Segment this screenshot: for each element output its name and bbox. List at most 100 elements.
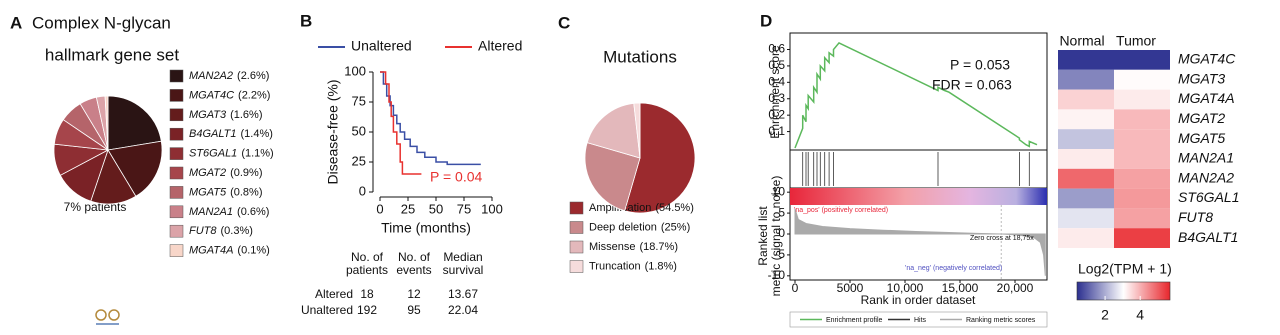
y-tick-label: 0 — [359, 183, 366, 198]
y-axis-label: Enrichment score — [768, 45, 782, 139]
legend-swatch — [569, 260, 584, 273]
row-label: MGAT5 — [1178, 130, 1225, 146]
legend-label: Unaltered — [351, 38, 412, 54]
legend-label: Truncation (1.8%) — [589, 260, 677, 272]
legend-value: (2.2%) — [238, 89, 270, 101]
legend-label: FUT8 (0.3%) — [189, 225, 253, 237]
legend-value: (2.6%) — [237, 70, 269, 82]
y-tick-label: 25 — [352, 153, 366, 168]
table-cell: 95 — [407, 303, 421, 317]
legend-value: (25%) — [661, 221, 690, 233]
band-label: 'na_neg' (negatively correlated) — [905, 265, 1002, 272]
legend-swatch — [169, 244, 184, 257]
x-tick-label: 100 — [481, 201, 503, 216]
table-header: survival — [443, 263, 484, 277]
pie-slice — [104, 95, 109, 151]
heat-cell — [1058, 228, 1114, 248]
y2-tick-label: 0 — [778, 226, 785, 240]
legend-swatch — [169, 147, 184, 160]
y2-tick-label: -5 — [774, 247, 785, 261]
legend-value: (0.3%) — [221, 225, 253, 237]
colorbar-tick-label: 2 — [1101, 307, 1109, 323]
colorbar-tick-label: 4 — [1136, 307, 1144, 323]
legend-swatch — [169, 186, 184, 199]
row-label: FUT8 — [1178, 209, 1213, 225]
table-cell: 18 — [360, 287, 374, 301]
legend-value: (0.9%) — [230, 167, 262, 179]
legend-label: MAN2A2 (2.6%) — [189, 70, 269, 82]
y-axis-label: Disease-free (%) — [325, 79, 341, 184]
pie-slice — [633, 102, 641, 159]
row-label: MGAT4A — [1178, 90, 1235, 106]
legend-swatch — [169, 89, 184, 102]
legend-name: B4GALT1 — [189, 128, 237, 140]
legend-name: MAN2A1 — [189, 206, 233, 218]
y2-tick-label: 10 — [772, 184, 786, 198]
legend-value: (1.8%) — [645, 260, 677, 272]
legend-swatch — [169, 224, 184, 238]
legend-swatch — [169, 166, 184, 180]
heat-cell — [1058, 129, 1114, 149]
survival-line — [380, 71, 422, 175]
row-label: MAN2A2 — [1178, 169, 1234, 185]
legend-name: Missense — [589, 241, 635, 253]
panel-letter: A — [10, 13, 22, 32]
pie-slice — [584, 142, 641, 212]
zero-cross-label: Zero cross at 18,75x — [970, 235, 1034, 242]
legend-name: Deep deletion — [589, 221, 657, 233]
panel-letter: D — [760, 11, 772, 30]
row-label: B4GALT1 — [1178, 229, 1238, 245]
legend-value: (54.5%) — [655, 202, 694, 214]
x-tick-label: 5000 — [837, 281, 864, 295]
legend-name: MGAT2 — [189, 167, 226, 179]
heat-cell — [1114, 208, 1170, 229]
heat-cell — [1114, 228, 1170, 248]
chart-subtitle: hallmark gene set — [45, 45, 179, 64]
legend-label: Hits — [914, 317, 927, 324]
enrichment-line — [794, 41, 1038, 149]
annotation: FDR = 0.063 — [932, 77, 1012, 93]
y-tick-label: 0.3 — [768, 91, 785, 105]
y-tick-label: 0.1 — [768, 124, 785, 138]
row-label: MAN2A1 — [1178, 150, 1234, 166]
pie-slice — [624, 102, 696, 214]
row-label: Altered — [315, 287, 353, 301]
legend-label: MGAT2 (0.9%) — [189, 167, 262, 179]
x-tick-label: 75 — [457, 201, 471, 216]
legend-value: (1.6%) — [230, 109, 262, 121]
x-tick-label: 20,000 — [997, 281, 1034, 295]
row-label: MGAT2 — [1178, 110, 1225, 126]
heat-cell — [1058, 188, 1114, 209]
x-tick-label: 50 — [429, 201, 443, 216]
legend-name: FUT8 — [189, 225, 217, 237]
legend-label: MAN2A1 (0.6%) — [189, 206, 269, 218]
heat-cell — [1058, 109, 1114, 130]
heat-cell — [1114, 129, 1170, 149]
row-label: MGAT3 — [1178, 70, 1225, 86]
legend-value: (1.4%) — [241, 128, 273, 140]
y-tick-label: 0.5 — [768, 58, 785, 72]
x-tick-label: 25 — [401, 201, 415, 216]
x-tick-label: 15,000 — [942, 281, 979, 295]
panel-letter: B — [300, 11, 312, 30]
colorbar — [1076, 281, 1171, 301]
panel-letter: C — [558, 13, 570, 32]
legend-label: MGAT3 (1.6%) — [189, 109, 262, 121]
table-cell: 22.04 — [448, 303, 478, 317]
annotation: P = 0.04 — [430, 169, 483, 185]
table-cell: 12 — [407, 287, 421, 301]
legend-label: Amplification(54.5%) — [589, 202, 694, 214]
x-tick-label: 0 — [792, 281, 799, 295]
heat-cell — [1058, 168, 1114, 189]
legend-label: Enrichment profile — [826, 317, 883, 324]
legend-value: (0.6%) — [237, 206, 269, 218]
legend-label: Ranking metric scores — [966, 317, 1036, 324]
band-label: 'na_pos' (positively correlated) — [794, 207, 888, 214]
legend-label: ST6GAL1 (1.1%) — [189, 148, 274, 160]
y2-tick-label: 5 — [778, 205, 785, 219]
column-label: Normal — [1059, 33, 1104, 49]
legend-name: MAN2A2 — [189, 70, 233, 82]
legend-value: (0.8%) — [230, 186, 262, 198]
x-tick-label: 0 — [376, 201, 383, 216]
table-header: No. of — [351, 250, 384, 264]
